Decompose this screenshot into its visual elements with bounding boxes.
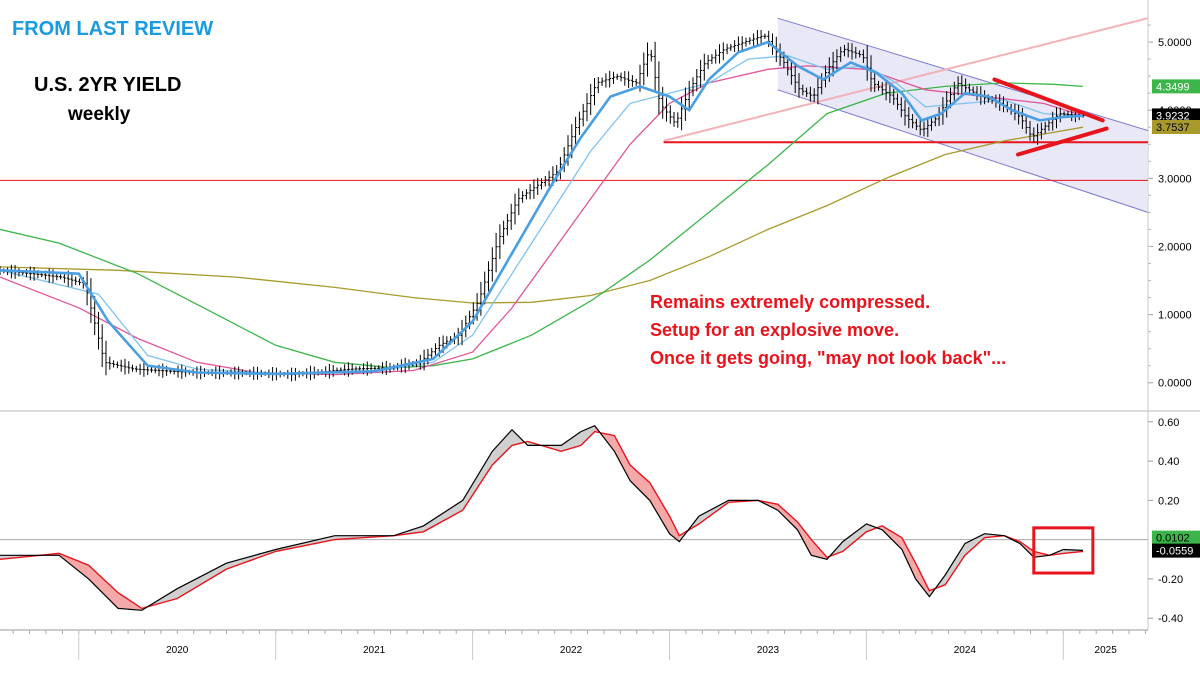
oscillator-fill-segment [630,465,650,501]
ma-olive-line [0,126,1084,304]
chart-title: U.S. 2YR YIELD [34,74,182,96]
y-tick-label: 1.0000 [1158,310,1192,322]
oscillator-fill-segment [964,533,985,556]
oscillator-fill-segment [797,522,812,556]
oscillator-fill-segment [842,523,867,552]
ema-fast-line [0,40,1084,376]
price-panel: 0.00001.00002.00003.00004.00005.00004.34… [0,0,1200,630]
annotation-line: Once it gets going, "may not look back".… [650,348,1007,368]
oscillator-fill-segment [882,525,902,550]
oscillator-fill-segment [614,435,631,481]
oscillator-fill-segment [945,543,965,585]
y-tick-label: 0.60 [1158,417,1179,429]
x-tick-label: 2023 [757,645,780,656]
value-label-box [1152,543,1200,558]
oscillator-fill-segment [462,451,493,511]
x-tick-label: 2021 [363,645,386,656]
value-label-box [1152,79,1200,94]
y-tick-label: 0.20 [1158,495,1179,507]
oscillator-fill-segment [649,482,670,534]
ma-pink-line [0,65,1084,376]
wedge-upper-line [992,77,1105,123]
annotation-line: Setup for an explosive move. [650,320,900,340]
channel-fill [777,18,1148,213]
annotation-block: Remains extremely compressed. Setup for … [650,288,1006,372]
highlight-box [1032,526,1095,575]
oscillator-fill-segment [492,429,512,465]
value-label: -0.0559 [1156,546,1193,558]
y-tick-label: 2.0000 [1158,241,1192,253]
y-tick-label: 5.0000 [1158,37,1192,49]
y-tick-label: -0.40 [1158,613,1183,625]
annotation-line: Remains extremely compressed. [650,292,931,312]
oscillator-fill-segment [777,504,798,530]
y-tick-label: -0.20 [1158,574,1183,586]
wedge-lower-line [1016,126,1109,157]
x-axis: 2020 2021 2022 2023 2024 2025 [0,629,1148,660]
y-tick-label: 3.0000 [1158,173,1192,185]
oscillator-fill-segment [901,537,916,579]
oscillator-fast-line [0,424,1084,611]
oscillator-panel: 0.60 0.40 0.20 -0.20 -0.40 0.0102-0.0559 [0,417,1200,625]
y-tick-label: 0.0000 [1158,378,1192,390]
oscillator-fill-segment [423,500,463,532]
review-label: FROM LAST REVIEW [12,18,214,40]
ma-green-line [0,82,1084,369]
x-tick-label: 2024 [954,645,977,656]
channel-upper [777,17,1149,132]
value-label: 3.9232 [1156,110,1190,122]
x-tick-label: 2022 [560,645,583,656]
channel-lower [777,89,1149,213]
oscillator-fill-segment [177,563,227,599]
chart-subtitle: weekly [68,104,131,125]
x-tick-label: 2025 [1095,645,1118,656]
oscillator-slow-line [0,430,1084,610]
value-label: 3.7537 [1156,122,1190,134]
value-label: 0.0102 [1156,533,1190,545]
trendline-pink [663,17,1149,142]
oscillator-fill-segment [88,565,119,609]
value-label-box [1152,119,1200,134]
value-label-box [1152,108,1200,123]
oscillator-fill [0,425,1083,611]
value-label-box [1152,530,1200,545]
y-tick-label: 0.40 [1158,456,1179,468]
value-label: 4.3499 [1156,81,1190,93]
x-tick-label: 2020 [166,645,189,656]
